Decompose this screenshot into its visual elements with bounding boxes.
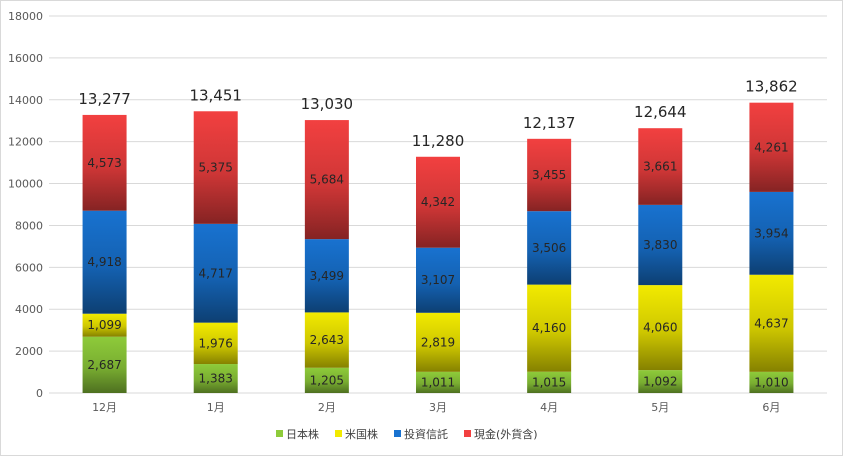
- bar-segment: [193, 223, 238, 323]
- segment-value-label: 1,205: [310, 373, 344, 387]
- segment-value-label: 4,261: [754, 140, 788, 154]
- segment-value-label: 1,011: [421, 375, 455, 389]
- bar-segment: [638, 285, 683, 371]
- segment-value-label: 2,687: [87, 358, 121, 372]
- segment-value-label: 3,499: [310, 269, 344, 283]
- bar-segment: [82, 336, 127, 393]
- segment-value-label: 4,342: [421, 195, 455, 209]
- bar-segment: [304, 367, 349, 393]
- segment-value-label: 3,954: [754, 226, 788, 240]
- bar-segment: [638, 128, 683, 205]
- bar-segment: [416, 247, 460, 313]
- bar-segment: [82, 210, 127, 314]
- legend-label: 現金(外貨含): [474, 427, 538, 441]
- segment-value-label: 1,015: [532, 375, 566, 389]
- segment-value-label: 3,830: [643, 238, 677, 252]
- bar-segment: [304, 239, 349, 313]
- x-tick-label: 6月: [762, 401, 780, 414]
- total-value-label: 13,030: [301, 95, 354, 113]
- segment-value-label: 4,717: [199, 266, 233, 280]
- segment-value-label: 4,637: [754, 316, 788, 330]
- segment-value-label: 3,455: [532, 168, 566, 182]
- total-value-label: 13,277: [78, 90, 131, 108]
- bar-segment: [527, 138, 572, 212]
- bar-segment: [749, 191, 794, 275]
- x-axis: 12月 1月 2月 3月 4月 5月 6月: [92, 401, 780, 414]
- segment-value-label: 3,661: [643, 160, 677, 174]
- y-tick-label: 6000: [15, 261, 43, 274]
- bars: [82, 102, 794, 393]
- bar-segment: [638, 370, 683, 393]
- bar-segment: [527, 211, 572, 285]
- segment-value-label: 2,643: [310, 333, 344, 347]
- bar-segment: [527, 284, 572, 372]
- segment-value-label: 2,819: [421, 335, 455, 349]
- y-tick-label: 16000: [8, 52, 43, 65]
- legend-swatch: [276, 430, 283, 437]
- total-value-label: 11,280: [412, 132, 465, 150]
- bar-segment: [416, 156, 460, 248]
- y-tick-label: 12000: [8, 136, 43, 149]
- bar-segment: [82, 313, 127, 337]
- segment-value-label: 5,375: [199, 161, 233, 175]
- y-axis: 0 2000 4000 6000 8000 10000 12000 14000 16000 180…: [8, 10, 43, 400]
- bar-segment: [193, 111, 238, 224]
- bar-segment: [82, 114, 127, 211]
- total-value-label: 12,137: [523, 114, 576, 132]
- y-tick-label: 18000: [8, 10, 43, 23]
- segment-value-label: 1,010: [754, 375, 788, 389]
- total-value-label: 13,451: [189, 86, 242, 104]
- segment-value-label: 3,506: [532, 241, 566, 255]
- segment-value-label: 1,383: [199, 372, 233, 386]
- bar-segment: [193, 364, 238, 393]
- segment-value-label: 1,976: [199, 336, 233, 350]
- bar-segment: [304, 120, 349, 240]
- legend: 日本株 米国株 投資信託 現金(外貨含): [276, 427, 538, 441]
- bar-segment: [749, 274, 794, 372]
- segment-value-label: 4,918: [87, 255, 121, 269]
- segment-value-label: 4,160: [532, 321, 566, 335]
- bar-segment: [193, 322, 238, 365]
- y-tick-label: 14000: [8, 94, 43, 107]
- segment-value-label: 1,099: [87, 318, 121, 332]
- segment-value-label: 3,107: [421, 273, 455, 287]
- legend-label: 米国株: [345, 427, 378, 441]
- x-tick-label: 12月: [92, 401, 117, 414]
- legend-label: 投資信託: [404, 427, 448, 441]
- bar-segment: [304, 312, 349, 368]
- y-tick-label: 10000: [8, 178, 43, 191]
- bar-segment: [749, 102, 794, 192]
- bar-segment: [416, 371, 460, 393]
- bar-segment: [416, 312, 460, 372]
- y-tick-label: 8000: [15, 219, 43, 232]
- segment-value-label: 4,060: [643, 321, 677, 335]
- x-tick-label: 4月: [540, 401, 558, 414]
- x-tick-label: 2月: [318, 401, 336, 414]
- legend-label: 日本株: [286, 427, 319, 441]
- legend-swatch: [464, 430, 471, 437]
- x-tick-label: 3月: [429, 401, 447, 414]
- x-tick-label: 5月: [651, 401, 669, 414]
- y-tick-label: 4000: [15, 303, 43, 316]
- total-value-label: 12,644: [634, 103, 687, 121]
- segment-value-label: 5,684: [310, 173, 344, 187]
- x-tick-label: 1月: [207, 401, 225, 414]
- total-value-label: 13,862: [745, 78, 798, 96]
- y-tick-label: 0: [36, 387, 43, 400]
- bar-segment: [749, 371, 794, 393]
- segment-value-label: 4,573: [87, 156, 121, 170]
- bar-segment: [527, 371, 572, 393]
- legend-swatch: [335, 430, 342, 437]
- data-labels: 2,687 1,099 4,918 4,573 13,277 1,383 1,976 4,71…: [78, 78, 797, 390]
- y-tick-label: 2000: [15, 345, 43, 358]
- legend-swatch: [394, 430, 401, 437]
- segment-value-label: 1,092: [643, 375, 677, 389]
- bar-segment: [638, 204, 683, 286]
